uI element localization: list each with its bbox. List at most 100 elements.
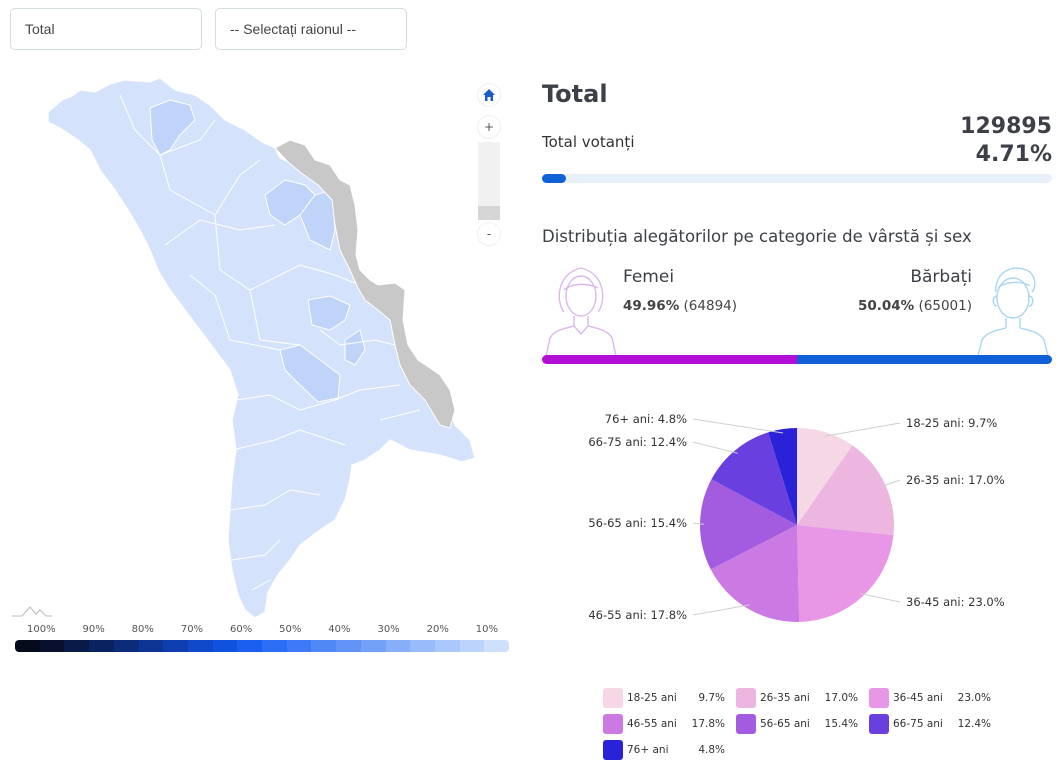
- scale-segment: [434, 640, 460, 652]
- pie-slice[interactable]: [710, 525, 800, 622]
- legend-item[interactable]: 36-45 ani 23.0%: [869, 688, 991, 708]
- pie-slice-label: 56-65 ani: 15.4%: [588, 516, 687, 530]
- scale-label: 50%: [279, 624, 302, 635]
- legend-swatch: [603, 740, 623, 760]
- home-icon: [483, 89, 495, 101]
- scale-segment: [410, 640, 435, 652]
- scale-label: 80%: [131, 624, 154, 635]
- pie-slice-label: 66-75 ani: 12.4%: [588, 435, 687, 449]
- scale-labels: 100% 90% 80% 70% 60% 50% 40% 30% 20% 10%: [15, 624, 510, 635]
- male-label: Bărbați: [910, 267, 972, 287]
- gender-bar-male: [796, 355, 1052, 364]
- district-borders: [119, 94, 421, 591]
- distribution-title: Distribuția alegătorilor pe categorie de…: [542, 227, 972, 246]
- scale-segment: [187, 640, 213, 652]
- page-title: Total: [542, 80, 608, 108]
- legend-label: 26-35 ani: [760, 692, 810, 704]
- minus-icon: -: [486, 227, 492, 241]
- female-avatar-icon: [545, 267, 617, 356]
- scale-label: 70%: [180, 624, 204, 635]
- pie-slice[interactable]: [797, 445, 894, 536]
- legend-swatch: [603, 688, 623, 708]
- map-district-dark[interactable]: [279, 344, 341, 403]
- zoom-slider-thumb[interactable]: [478, 206, 500, 220]
- gender-bar-female: [542, 355, 797, 364]
- legend-value: 17.0%: [824, 692, 858, 704]
- scale-segment: [360, 640, 386, 652]
- female-label: Femei: [623, 267, 675, 287]
- legend-swatch: [869, 688, 889, 708]
- male-stats: 50.04% (65001): [858, 298, 972, 314]
- map-district-dark[interactable]: [149, 99, 196, 156]
- map-home-button[interactable]: [477, 83, 501, 107]
- pie-slice[interactable]: [768, 428, 797, 525]
- choropleth-map[interactable]: [0, 70, 520, 630]
- scale-label: 40%: [328, 624, 351, 635]
- votanti-percentage: 4.71%: [975, 142, 1052, 167]
- terrain-icon[interactable]: [12, 604, 52, 618]
- region-select[interactable]: Total: [10, 8, 202, 50]
- map-transnistria[interactable]: [274, 139, 456, 429]
- scale-segment: [163, 640, 188, 652]
- pie-slice-label: 18-25 ani: 9.7%: [906, 416, 997, 430]
- male-count: (65001): [918, 298, 972, 314]
- legend-label: 18-25 ani: [627, 692, 677, 704]
- legend-item[interactable]: 46-55 ani 17.8%: [603, 714, 725, 734]
- legend-value: 9.7%: [698, 692, 725, 704]
- legend-item[interactable]: 56-65 ani 15.4%: [736, 714, 858, 734]
- female-stats: 49.96% (64894): [623, 298, 737, 314]
- scale-segment: [64, 640, 90, 652]
- scale-label: 20%: [426, 624, 449, 635]
- scale-segment: [237, 640, 263, 652]
- scale-segment: [385, 640, 411, 652]
- legend-swatch: [736, 714, 756, 734]
- map-district-dark[interactable]: [344, 329, 366, 366]
- pie-label-connector: [692, 522, 705, 525]
- votanti-progress-fill: [542, 174, 567, 183]
- scale-label: 100%: [27, 624, 56, 635]
- legend-value: 12.4%: [957, 718, 991, 730]
- scale-segment: [459, 640, 485, 652]
- moldova-map[interactable]: [0, 70, 520, 630]
- scale-segment: [212, 640, 238, 652]
- age-pie-chart[interactable]: 18-25 ani: 9.7% 26-35 ani: 17.0% 36-45 ani…: [560, 400, 1020, 640]
- scale-segment: [39, 640, 65, 652]
- legend-label: 76+ ani: [627, 744, 669, 756]
- legend-label: 66-75 ani: [893, 718, 943, 730]
- legend-item[interactable]: 76+ ani 4.8%: [603, 740, 725, 760]
- votanti-progress-bar: [542, 174, 1052, 183]
- scale-segment: [262, 640, 287, 652]
- male-avatar-icon: [977, 267, 1049, 356]
- legend-label: 56-65 ani: [760, 718, 810, 730]
- pie-slice[interactable]: [711, 432, 797, 525]
- legend-swatch: [736, 688, 756, 708]
- scale-label: 10%: [475, 624, 498, 635]
- pie-slice[interactable]: [797, 525, 894, 622]
- legend-item[interactable]: 18-25 ani 9.7%: [603, 688, 725, 708]
- pie-slice[interactable]: [700, 479, 797, 570]
- legend-label: 36-45 ani: [893, 692, 943, 704]
- scale-label: 60%: [229, 624, 253, 635]
- map-district-dark[interactable]: [299, 189, 336, 251]
- pie-label-connector: [859, 592, 901, 603]
- pie-slice[interactable]: [797, 428, 853, 525]
- votanti-label: Total votanți: [542, 133, 635, 151]
- legend-swatch: [869, 714, 889, 734]
- map-territory[interactable]: [47, 77, 476, 619]
- legend-item[interactable]: 66-75 ani 12.4%: [869, 714, 991, 734]
- scale-segment: [484, 640, 509, 652]
- scale-label: 90%: [82, 624, 105, 635]
- pie-slice-label: 26-35 ani: 17.0%: [906, 473, 1005, 487]
- zoom-out-button[interactable]: -: [477, 222, 501, 246]
- map-district-dark[interactable]: [307, 295, 351, 331]
- pie-slice-label: 76+ ani: 4.8%: [605, 412, 687, 426]
- pie-label-connector: [692, 441, 738, 454]
- zoom-in-button[interactable]: +: [477, 115, 501, 139]
- scale-segment: [15, 640, 40, 652]
- legend-value: 17.8%: [691, 718, 725, 730]
- zoom-slider[interactable]: [478, 142, 500, 220]
- legend-item[interactable]: 26-35 ani 17.0%: [736, 688, 858, 708]
- pie-label-connector: [692, 418, 784, 434]
- raion-select[interactable]: -- Selectați raionul --: [215, 8, 407, 50]
- pie-label-connector: [824, 422, 901, 437]
